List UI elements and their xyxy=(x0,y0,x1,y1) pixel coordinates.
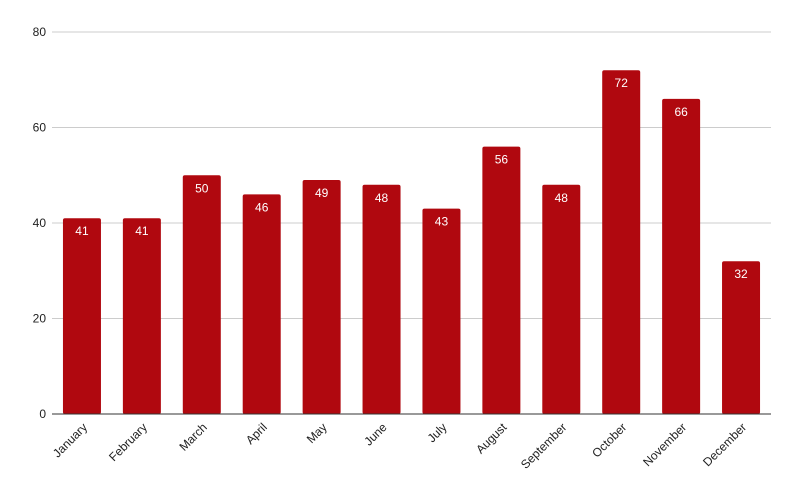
bar-series xyxy=(62,70,761,414)
x-tick-label: January xyxy=(50,420,90,460)
bar xyxy=(722,261,761,414)
data-label: 43 xyxy=(435,215,449,229)
y-tick-label: 20 xyxy=(33,312,47,326)
data-labels: 41 41 50 46 49 48 43 56 48 72 66 32 xyxy=(75,76,748,281)
bar xyxy=(302,180,341,414)
x-tick-label: July xyxy=(425,420,450,445)
data-label: 56 xyxy=(495,153,509,167)
data-label: 50 xyxy=(195,181,209,195)
data-label: 48 xyxy=(555,191,569,205)
data-label: 41 xyxy=(75,224,89,238)
y-tick-label: 40 xyxy=(33,216,47,230)
data-label: 41 xyxy=(135,224,149,238)
bar xyxy=(542,184,581,414)
bar xyxy=(482,146,521,414)
y-tick-label: 0 xyxy=(39,407,46,421)
data-label: 32 xyxy=(734,267,748,281)
data-label: 66 xyxy=(674,105,688,119)
x-axis-tick-labels: January February March April May June July Augu… xyxy=(50,420,749,472)
x-tick-label: November xyxy=(640,420,689,469)
y-tick-label: 60 xyxy=(33,121,47,135)
bar xyxy=(182,175,221,414)
x-tick-label: December xyxy=(700,420,749,469)
bar xyxy=(62,218,101,414)
y-tick-label: 80 xyxy=(33,25,47,39)
bar xyxy=(422,208,461,414)
x-tick-label: February xyxy=(106,420,150,464)
gridlines xyxy=(52,31,771,319)
bar xyxy=(602,70,641,414)
data-label: 48 xyxy=(375,191,389,205)
bar xyxy=(242,194,281,414)
x-tick-label: May xyxy=(304,420,330,446)
data-label: 49 xyxy=(315,186,329,200)
bar xyxy=(362,184,401,414)
x-tick-label: August xyxy=(473,420,510,457)
data-label: 46 xyxy=(255,200,269,214)
x-tick-label: June xyxy=(361,420,390,449)
x-tick-label: September xyxy=(518,420,569,471)
bar xyxy=(662,98,701,414)
x-tick-label: April xyxy=(243,420,270,447)
x-tick-label: October xyxy=(589,420,629,460)
bar xyxy=(122,218,161,414)
x-tick-label: March xyxy=(176,420,209,453)
y-axis-tick-labels: 0 20 40 60 80 xyxy=(33,25,47,421)
data-label: 72 xyxy=(615,76,629,90)
